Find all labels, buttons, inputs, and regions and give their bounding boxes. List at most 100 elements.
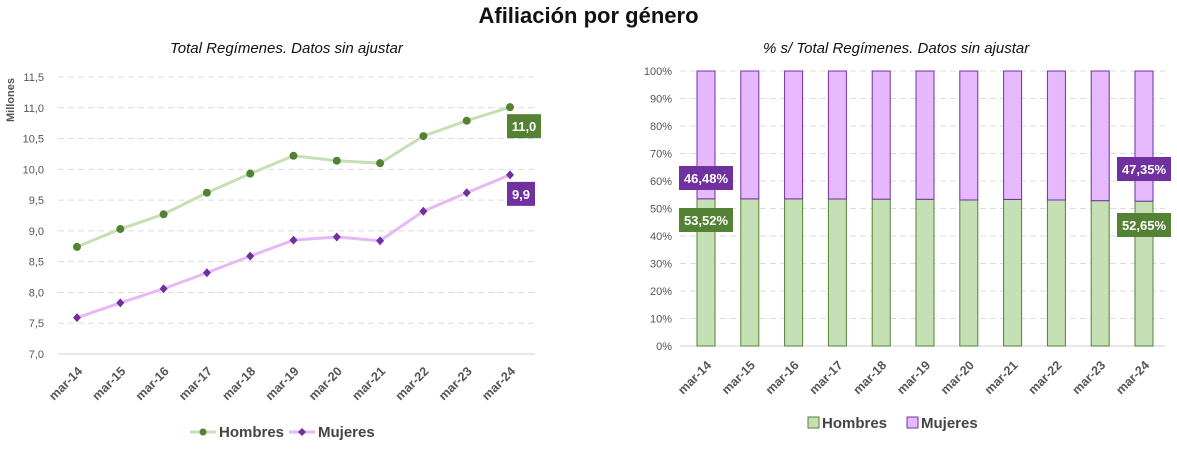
legend-label-hombres: Hombres [822,415,887,432]
x-tick-label: mar-18 [219,364,258,403]
bar-mujeres [740,70,760,200]
x-tick-label: mar-15 [719,358,758,397]
data-label: 46,48% [684,171,729,186]
y-tick-label: 10% [650,314,672,326]
x-tick-label: mar-16 [133,364,172,403]
y-tick-label: 30% [650,259,672,271]
bar-mujeres [959,70,979,201]
bar-mujeres [915,70,935,200]
data-point [462,188,471,198]
bar-mujeres [1134,70,1154,202]
bar-hombres [827,198,847,347]
bar-mujeres [871,70,891,200]
x-tick-label: mar-16 [763,358,802,397]
legend-marker [199,428,207,436]
bar-hombres [959,199,979,347]
data-point [289,235,298,245]
data-point [419,206,428,216]
bar-hombres [1046,199,1066,347]
data-point [202,188,211,197]
y-tick-label: 7,5 [29,318,44,330]
y-tick-label: 80% [650,121,672,133]
data-label: 11,0 [512,119,537,134]
series-line-hombres [76,105,511,249]
y-tick-label: 60% [650,176,672,188]
x-tick-label: mar-23 [1069,358,1108,397]
data-point [73,313,81,323]
y-tick-label: 40% [650,231,672,243]
data-point [419,132,428,141]
legend-swatch [807,416,820,429]
bar-hombres [784,198,804,347]
series-line-mujeres [76,173,511,320]
legend-label-mujeres: Mujeres [318,424,375,441]
y-tick-label: 7,0 [29,349,44,361]
data-point [246,251,255,261]
bar-hombres [740,198,760,347]
data-label-box [679,166,733,190]
data-point [116,298,125,308]
x-tick-label: mar-19 [894,358,933,397]
data-point [462,116,471,125]
y-tick-label: 100% [644,66,672,78]
data-label-box [507,114,541,139]
data-point [246,169,255,178]
data-label-box [1117,157,1171,181]
data-label-box [1117,213,1171,237]
data-point [289,151,298,160]
legend-label-hombres: Hombres [219,424,284,441]
y-tick-label: 70% [650,149,672,161]
data-label: 52,65% [1122,218,1167,233]
data-point [159,210,168,219]
y-tick-label: 50% [650,204,672,216]
x-tick-label: mar-22 [1026,358,1065,397]
x-tick-label: mar-20 [938,358,977,397]
y-tick-label: 8,5 [29,257,44,269]
data-point [116,225,125,234]
data-label-box [507,181,535,206]
line-chart-title: Total Regímenes. Datos sin ajustar [170,40,403,57]
x-tick-label: mar-23 [436,364,475,403]
data-point [332,232,341,242]
bar-mujeres [1046,70,1066,201]
y-tick-label: 10,5 [23,134,44,146]
data-point [376,159,385,168]
x-tick-label: mar-20 [306,364,345,403]
x-tick-label: mar-17 [176,364,215,403]
y-tick-label: 11,0 [23,103,44,115]
bar-mujeres [1090,70,1110,202]
x-tick-label: mar-22 [393,364,432,403]
y-tick-label: 11,5 [23,72,44,84]
x-tick-label: mar-14 [675,358,714,397]
x-tick-label: mar-17 [807,358,846,397]
x-tick-label: mar-14 [46,364,85,403]
x-tick-label: mar-24 [1113,358,1152,397]
legend-swatch [906,416,919,429]
figure-title: Afiliación por género [478,3,699,28]
data-point [202,268,211,278]
bar-mujeres [784,70,804,200]
bar-chart-title: % s/ Total Regímenes. Datos sin ajustar [763,40,1030,57]
y-tick-label: 0% [656,341,672,353]
y-tick-label: 8,0 [29,287,44,299]
legend-marker [298,428,306,436]
x-tick-label: mar-18 [850,358,889,397]
bar-hombres [1003,198,1023,347]
data-label: 9,9 [512,187,530,202]
x-tick-label: mar-24 [479,364,518,403]
bar-mujeres [1003,70,1023,200]
bar-hombres [871,198,891,347]
y-tick-label: 9,5 [29,195,44,207]
legend-label-mujeres: Mujeres [921,415,978,432]
y-tick-label: 10,0 [23,164,44,176]
data-point [159,284,168,294]
x-tick-label: mar-15 [90,364,129,403]
y-tick-label: 20% [650,286,672,298]
data-point [332,156,341,165]
bar-hombres [1090,200,1110,347]
bar-hombres [915,198,935,347]
data-point [506,170,514,180]
data-label: 53,52% [684,213,729,228]
